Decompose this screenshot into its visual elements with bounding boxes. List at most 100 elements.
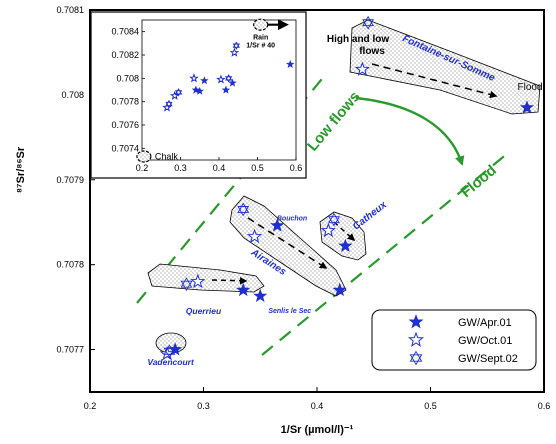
inset-y-tick-label: 0.7078	[111, 97, 139, 107]
inset-y-tick-label: 0.7076	[111, 120, 139, 130]
x-tick-label: 0.6	[538, 401, 551, 411]
legend-label: GW/Oct.01	[458, 335, 512, 347]
rain-endmember-icon	[253, 18, 269, 31]
site-label: Senlis le Sec	[268, 308, 311, 315]
inset-x-tick-label: 0.6	[290, 163, 303, 173]
inset-data-point	[221, 85, 231, 94]
fontaine-envelope	[349, 19, 541, 115]
x-tick-label: 0.5	[424, 401, 437, 411]
fontaine-arrow	[371, 63, 498, 99]
querrieu-envelope	[147, 263, 265, 293]
inset-data-point-down	[174, 90, 183, 97]
vadencourt-envelope	[155, 332, 187, 354]
querrieu-arrow	[211, 277, 248, 285]
x-axis-title: 1/Sr (µmol/l)⁻¹	[281, 424, 354, 436]
data-point-down	[362, 19, 375, 30]
inset-data-point	[169, 90, 180, 100]
main-plot: 0.2 0.3 0.4 0.5 0.60.70770.70780.70790.7080.…	[15, 5, 550, 436]
x-tick-label: 0.4	[311, 401, 324, 411]
data-point-down	[163, 347, 176, 359]
high-low-flows-label-line1: High and low	[327, 34, 389, 45]
series-2	[163, 15, 375, 359]
inset-data-point-up	[165, 99, 173, 107]
inset-x-tick-label: 0.4	[213, 163, 226, 173]
inset-data-point-down	[224, 76, 233, 83]
inset-data-point	[216, 74, 226, 84]
inset-data-point	[195, 86, 204, 95]
site-label: Querrieu	[186, 306, 222, 316]
catheux-arrow	[333, 221, 356, 242]
inset-data-point	[165, 99, 173, 109]
data-point-up	[328, 212, 340, 224]
rain-ratio-label: 1/Sr # 40	[246, 43, 275, 50]
inset-y-tick-label: 0.7074	[111, 143, 139, 153]
data-point	[253, 288, 268, 303]
inset-data-point	[232, 41, 240, 50]
site-label: Bouchon	[277, 216, 307, 223]
data-point-up	[362, 15, 375, 27]
x-tick-label: 0.2	[84, 401, 97, 411]
legend: GW/Apr.01 GW/Oct.01 GW/Sept.02	[371, 309, 537, 371]
legend-marker	[407, 331, 425, 347]
y-tick-label: 0.7081	[56, 5, 84, 15]
rain-label: Rain	[253, 35, 268, 42]
data-point	[163, 344, 176, 359]
inset-x-tick-label: 0.5	[251, 163, 264, 173]
data-point-down	[328, 216, 340, 227]
legend-marker-down	[409, 354, 423, 366]
flood-point-label: Flood	[517, 82, 542, 93]
inset-x-tick-label: 0.2	[136, 163, 149, 173]
data-point	[320, 222, 336, 238]
data-point-up	[237, 202, 250, 213]
inset-y-tick-label: 0.708	[116, 73, 139, 83]
inset-data-point	[228, 78, 237, 87]
inset-data-point	[229, 47, 240, 57]
data-point	[237, 202, 250, 217]
inset-data-point	[191, 85, 201, 94]
data-point-up	[180, 277, 193, 288]
inset-data-point	[189, 73, 199, 83]
data-point-up	[163, 344, 176, 355]
legend-marker	[408, 314, 424, 329]
legend-label: GW/Sept.02	[458, 353, 518, 365]
catheux-envelope	[319, 211, 367, 261]
data-point	[328, 212, 340, 227]
data-point	[362, 15, 375, 30]
flood-envelope-line	[261, 152, 509, 356]
y-tick-label: 0.708	[61, 90, 84, 100]
inset-plot: 0.2 0.3 0.4 0.5 0.6 0.7074 0.7076 0.7078 0.708 0.…	[90, 11, 307, 179]
inset-y-tick-label: 0.7082	[111, 50, 139, 60]
data-point	[236, 282, 251, 297]
inset-x-tick-label: 0.3	[174, 163, 187, 173]
inset-data-point-up	[224, 74, 233, 81]
inset-data-point-up	[232, 41, 240, 48]
flood-trend-arrow	[355, 96, 465, 166]
y-tick-label: 0.7078	[56, 260, 84, 270]
legend-label: GW/Apr.01	[458, 317, 512, 329]
y-tick-label: 0.7077	[56, 345, 84, 355]
site-label: Vadencourt	[147, 357, 195, 367]
inset-data-point	[200, 76, 209, 85]
data-point	[332, 282, 347, 297]
inset-data-point	[174, 88, 183, 97]
chalk-label: Chalk	[155, 152, 179, 162]
x-tick-label: 0.3	[197, 401, 210, 411]
legend-marker-up	[409, 350, 423, 362]
inset-data-point-down	[232, 43, 240, 50]
data-point	[519, 100, 534, 114]
inset-data-point-up	[174, 88, 183, 95]
data-point	[354, 61, 370, 76]
data-point	[180, 277, 193, 292]
inset-data-point-down	[165, 101, 173, 109]
inset-plot-frame	[141, 19, 297, 161]
inset-data-point	[224, 74, 233, 83]
inset-y-tick-label: 0.7084	[111, 27, 139, 37]
data-point	[247, 228, 263, 244]
airaines-arrow	[247, 217, 328, 269]
inset-data-point	[285, 59, 295, 68]
legend-marker	[409, 350, 423, 366]
chalk-endmember-icon	[136, 150, 152, 163]
y-tick-label: 0.7079	[56, 175, 84, 185]
data-point	[338, 238, 353, 252]
